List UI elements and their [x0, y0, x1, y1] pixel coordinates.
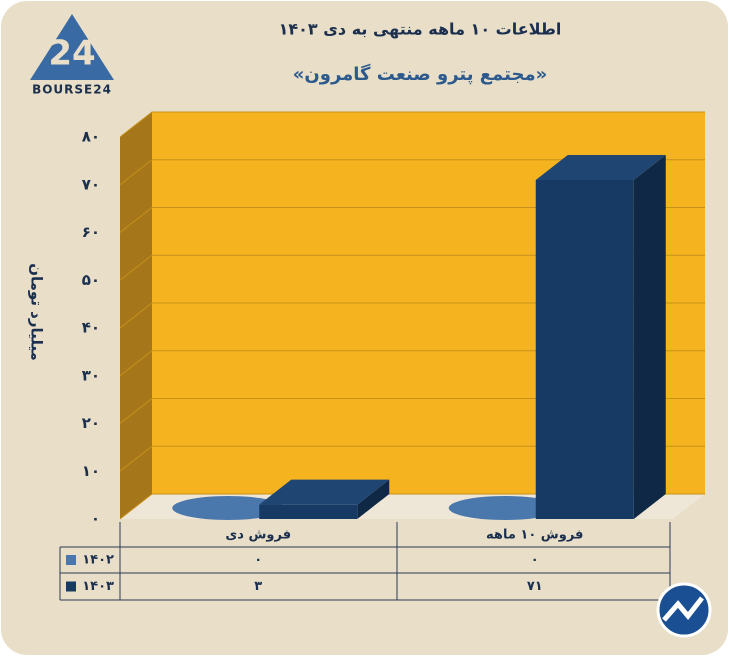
- chart-title: اطلاعات ۱۰ ماهه منتهی به دی ۱۴۰۳: [279, 20, 562, 39]
- data-table: [59, 522, 671, 601]
- logo: 24 BOURSE24: [30, 14, 114, 97]
- bar-base: [448, 496, 561, 520]
- grid-line: [119, 350, 705, 377]
- y-tick-label: ۴۰: [82, 319, 100, 337]
- y-tick-label: ۱۰: [82, 462, 100, 480]
- bar-base: [172, 496, 285, 520]
- bar-side: [633, 154, 666, 519]
- grid-line: [119, 398, 705, 424]
- y-tick-label: ۲۰: [82, 414, 100, 432]
- table-value: ۳: [254, 579, 262, 594]
- y-tick-label: ۸۰: [82, 128, 100, 146]
- legend-label: ۱۴۰۲: [82, 553, 114, 568]
- table-value: ۷۱: [527, 579, 543, 594]
- category-label: فروش دی: [225, 528, 291, 543]
- legend-label: ۱۴۰۳: [82, 579, 114, 594]
- table-value: ۰: [531, 553, 539, 568]
- bar: [259, 504, 358, 519]
- chart-subtitle: «مجتمع پترو صنعت گامرون»: [293, 63, 547, 85]
- y-tick-label: ۶۰: [82, 223, 100, 241]
- logo-text: BOURSE24: [32, 83, 112, 97]
- legend-swatch: [66, 581, 76, 592]
- grid-line: [119, 111, 705, 138]
- y-axis-label: میلیارد تومان: [28, 263, 46, 361]
- grid-line: [119, 207, 705, 233]
- grid-line: [119, 445, 705, 472]
- grid-line: [119, 159, 705, 186]
- bar: [535, 179, 634, 519]
- bar-side: [357, 479, 390, 519]
- y-tick-label: ۷۰: [82, 175, 100, 193]
- y-tick-label: ۵۰: [82, 271, 100, 289]
- category-label: فروش ۱۰ ماهه: [486, 528, 583, 543]
- grid-line: [119, 254, 705, 281]
- corner-icon: [656, 582, 712, 638]
- svg-text:24: 24: [48, 34, 95, 74]
- bar-top: [259, 479, 390, 505]
- y-tick-label: ۳۰: [82, 366, 100, 384]
- grid-line: [119, 302, 705, 329]
- bar-top: [535, 154, 666, 180]
- grid-line: [119, 493, 705, 520]
- legend-swatch: [66, 555, 76, 565]
- table-value: ۰: [254, 553, 262, 568]
- y-tick-label: ۰: [91, 510, 100, 528]
